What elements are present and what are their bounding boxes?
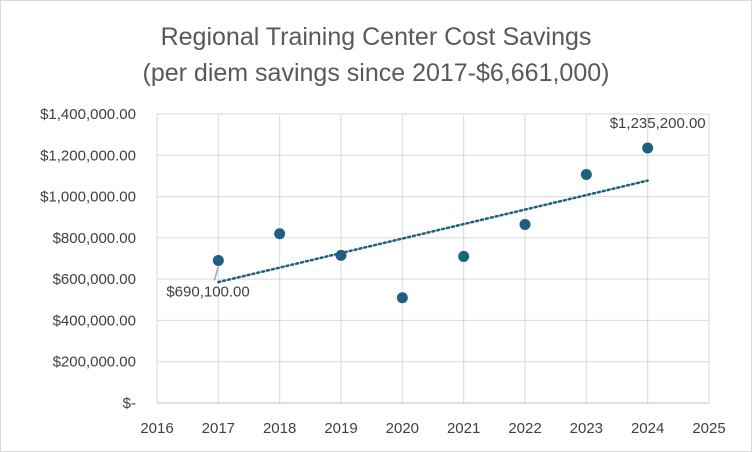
data-point — [212, 255, 224, 267]
x-tick-label: 2016 — [140, 420, 173, 437]
y-tick-label: $1,000,000.00 — [40, 189, 136, 206]
x-tick-label: 2025 — [692, 420, 725, 437]
data-point — [642, 142, 654, 154]
x-tick-label: 2021 — [447, 420, 480, 437]
chart-subtitle: (per diem savings since 2017-$6,661,000) — [142, 59, 610, 87]
x-tick-label: 2024 — [631, 420, 664, 437]
x-tick-label: 2022 — [508, 420, 541, 437]
x-tick-label: 2020 — [386, 420, 419, 437]
y-tick-label: $600,000.00 — [53, 271, 136, 288]
data-point — [274, 228, 286, 240]
data-point — [519, 218, 531, 230]
x-tick-label: 2018 — [263, 420, 296, 437]
y-tick-label: $1,400,000.00 — [40, 106, 136, 123]
data-point — [396, 292, 408, 304]
x-tick-label: 2023 — [570, 420, 603, 437]
chart-title-block: Regional Training Center Cost Savings (p… — [1, 19, 751, 91]
chart-title: Regional Training Center Cost Savings — [160, 23, 592, 51]
x-tick-label: 2019 — [324, 420, 357, 437]
y-tick-label: $1,200,000.00 — [40, 147, 136, 164]
data-label: $1,235,200.00 — [610, 115, 706, 132]
trendline — [217, 179, 649, 284]
y-tick-label: $200,000.00 — [53, 354, 136, 371]
data-point — [580, 168, 592, 180]
data-point — [335, 249, 347, 261]
data-label: $690,100.00 — [166, 284, 249, 301]
y-tick-label: $- — [123, 395, 136, 412]
y-tick-label: $400,000.00 — [53, 312, 136, 329]
data-point — [458, 250, 470, 262]
x-tick-label: 2017 — [202, 420, 235, 437]
y-tick-label: $800,000.00 — [53, 230, 136, 247]
data-label-leader — [213, 266, 220, 281]
